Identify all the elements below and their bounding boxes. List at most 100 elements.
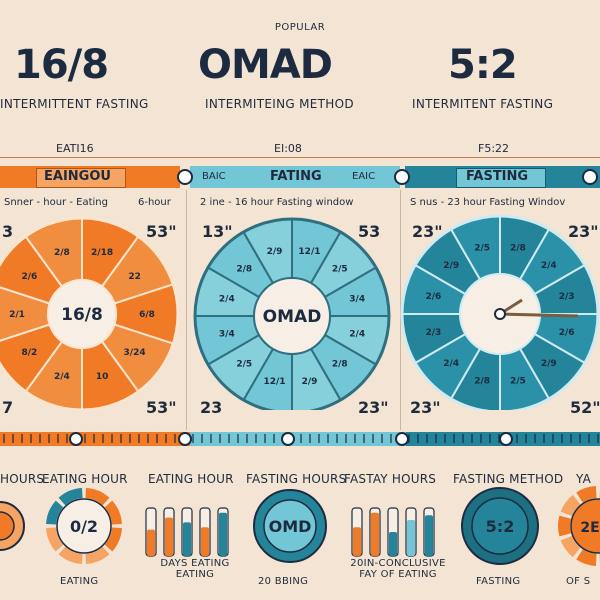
dial-0-2-segment (58, 488, 83, 506)
ruler-knob (281, 432, 295, 446)
band-label-2: EI:08 (274, 142, 302, 155)
top-rule (0, 157, 600, 158)
footer-label-1: EATING (60, 576, 99, 587)
wheel-5-2-segment-label: 2/9 (443, 261, 459, 271)
footer-label-5: FASTING (476, 576, 521, 587)
row-text-1: Snner - hour - Eating (4, 197, 108, 208)
dial-0-2-segment (58, 546, 83, 564)
subtitle-5-2: INTERMITENT FASTING (412, 97, 554, 111)
title-5-2: 5:2 (448, 42, 518, 88)
num-11: 23" (410, 398, 441, 417)
wheel-16-8-segment-label: 3/24 (124, 348, 146, 358)
orange-bar-box (36, 168, 126, 188)
divider-1 (186, 190, 187, 430)
dial-0-2-segment (46, 527, 64, 552)
svg-text:OMD: OMD (269, 517, 312, 536)
bottom-label-5: FASTAY HOURS (344, 472, 437, 486)
bar-label-fating: FATING (270, 169, 322, 184)
num-8: 53" (146, 398, 177, 417)
wheel-omad-wheel: 12/1 2/5 3/4 2/4 2/8 2/9 12/1 2/5 3/4 2/4 2/8 2/9 OM… (193, 217, 391, 410)
svg-text:5:2: 5:2 (486, 517, 515, 536)
bar-group-right (351, 507, 435, 557)
num-3: 13" (202, 222, 233, 241)
wheel-5-2-segment-label: 2/6 (559, 328, 575, 338)
num-9: 23 (200, 398, 223, 417)
orange-bar-label: EAINGOU (44, 169, 111, 184)
wheels-diagram: 2/18 22 6/8 3/24 10 2/4 8/2 2/1 2/6 2/8 16/8 12/1 2/… (0, 214, 600, 410)
wheel-16-8-center (47, 279, 117, 349)
wheel-16-8-segment-label: 2/1 (9, 310, 25, 320)
subtitle-omad: INTERMITEING METHOD (205, 97, 354, 111)
ruler-knob (178, 432, 192, 446)
num-7: 7 (2, 398, 14, 417)
num-10: 23" (358, 398, 389, 417)
bar-group-left (145, 507, 229, 557)
row-text-3: 2 ine - 16 hour Fasting window (200, 197, 354, 208)
clock-hand-long (499, 312, 579, 318)
bar-knobs (177, 169, 598, 185)
dial-0-2-segment (85, 488, 110, 506)
wheel-5-2-segment-label: 2/9 (541, 359, 557, 369)
num-1: 3 (2, 222, 14, 241)
title-16-8: 16/8 (14, 42, 109, 88)
subtitle-16-8: INTERMITTENT FASTING (0, 97, 149, 111)
wheel-omad-segment-label: 2/9 (302, 377, 318, 387)
wheel-5-2-wheel: 2/8 2/4 2/3 2/6 2/9 2/5 2/8 2/4 2/3 2/6 2/9 2/5 (400, 214, 600, 410)
wheel-5-2-segment-label: 2/8 (510, 243, 526, 253)
title-omad: OMAD (198, 42, 333, 88)
wheel-omad-segment-label: 3/4 (219, 329, 235, 339)
wheel-omad-segment-label: 2/9 (267, 247, 283, 257)
knob-1 (177, 169, 193, 185)
wheel-5-2-segment-label: 2/4 (541, 261, 557, 271)
bottom-label-6: FASTING METHOD (453, 472, 564, 486)
wheel-omad-segment-label: 2/4 (349, 329, 365, 339)
bar-label-baic: BAIC (202, 171, 226, 182)
wheel-16-8-segment-label: 10 (96, 372, 109, 382)
svg-text:0/2: 0/2 (70, 517, 98, 536)
knob-2 (394, 169, 410, 185)
num-5: 23" (412, 222, 443, 241)
bottom-label-4: FASTING HOURS (246, 472, 347, 486)
band-label-1: EATI16 (56, 142, 94, 155)
wheel-16-8-segment-label: 8/2 (22, 348, 38, 358)
bar-label-eaic: EAIC (352, 171, 376, 182)
dial-0-2-segment (104, 527, 122, 552)
wheel-16-8-segment-label: 2/18 (91, 248, 113, 258)
wheel-5-2-segment-label: 2/3 (425, 328, 441, 338)
wheel-5-2-segment-label: 2/5 (474, 243, 490, 253)
bottom-label-1: HOURS (0, 472, 45, 486)
wheel-omad-segment-label: 2/8 (332, 360, 348, 370)
num-2: 53" (146, 222, 177, 241)
ruler-bar (0, 432, 600, 446)
wheel-omad-segment-label: 2/5 (332, 264, 348, 274)
bottom-label-3: EATING HOUR (148, 472, 234, 486)
wheel-omad-segment-label: 12/1 (298, 247, 320, 257)
wheel-omad-segment-label: 2/5 (236, 360, 252, 370)
popular-label: POPULAR (274, 22, 326, 33)
teal-bar-box (456, 168, 546, 188)
divider-2 (400, 190, 401, 430)
dial-5-2: 5:2 (461, 487, 539, 565)
ruler-knob (69, 432, 83, 446)
row-text-2: 6-hour (138, 197, 171, 208)
num-4: 53 (358, 222, 381, 241)
band-label-3: F5:22 (478, 142, 510, 155)
wheel-omad-segment-label: 3/4 (349, 295, 365, 305)
wheel-omad-segment-label: 2/8 (236, 264, 252, 274)
wheel-16-8-segment-label: 22 (128, 272, 141, 282)
wheel-16-8-segment-label: 2/8 (54, 248, 70, 258)
wheel-omad-center-label: OMAD (263, 307, 322, 327)
dial-0-2-segment (46, 500, 64, 525)
footer-label-2: DAYS EATING EATING (160, 558, 230, 580)
footer-label-4: 20IN-CONCLUSIVE FAY OF EATING (350, 558, 446, 580)
light-teal-bar (190, 166, 400, 188)
wheel-5-2-segment-label: 2/8 (474, 377, 490, 387)
bottom-label-2: EATING HOUR (42, 472, 128, 486)
wheel-omad-segment-label: 2/4 (219, 295, 235, 305)
ruler-light-teal (190, 432, 406, 446)
ruler-orange (0, 432, 190, 446)
svg-text:2E: 2E (580, 520, 599, 536)
footer-label-3: 20 BBING (258, 576, 309, 587)
dial-orange-partial (0, 501, 25, 551)
wheel-omad-center (253, 277, 331, 355)
